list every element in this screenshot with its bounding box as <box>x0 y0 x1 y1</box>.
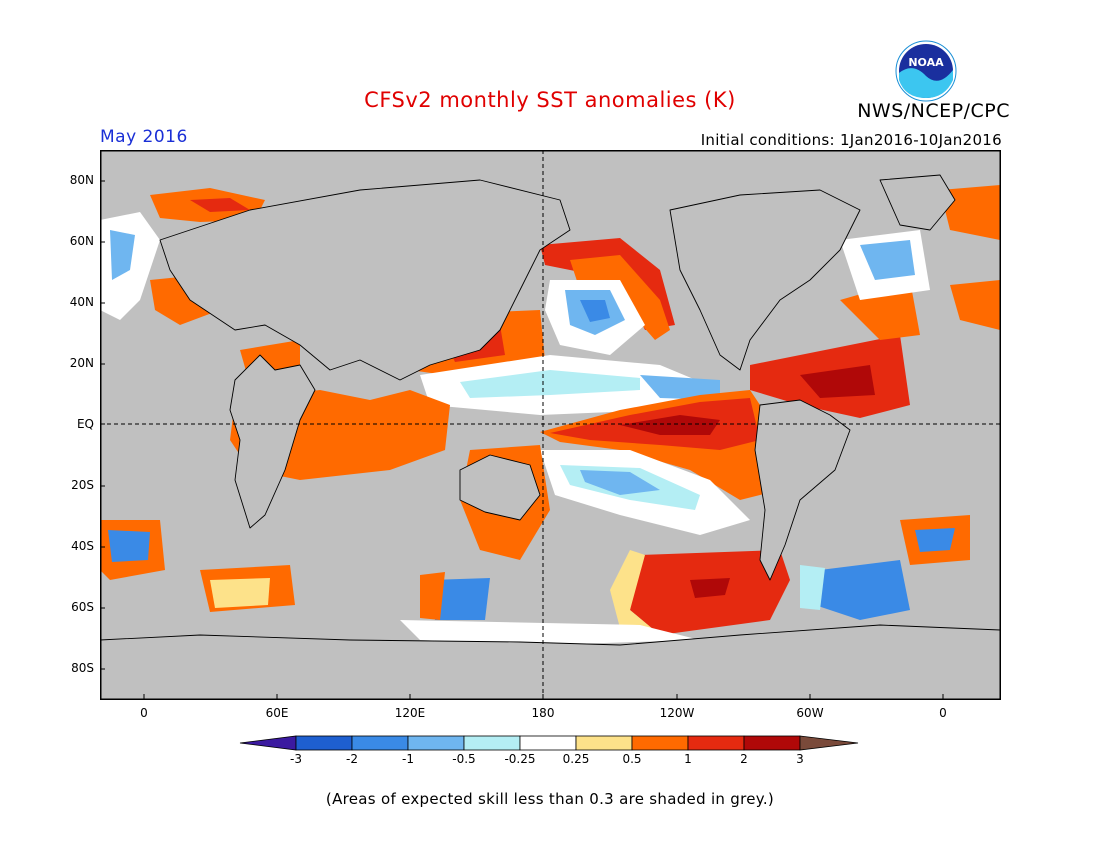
lat-label: 20S <box>71 478 94 492</box>
map-title: CFSv2 monthly SST anomalies (K) <box>364 88 736 112</box>
lon-label: 120E <box>394 706 426 720</box>
lat-label: 40S <box>71 539 94 553</box>
skill-note: (Areas of expected skill less than 0.3 a… <box>325 790 775 808</box>
colorbar-segment <box>575 735 633 751</box>
anomaly-patch <box>800 565 825 610</box>
colorbar <box>239 735 859 751</box>
colorbar-label: 3 <box>796 752 804 766</box>
colorbar-label: 0.25 <box>562 752 590 766</box>
coastlines <box>100 174 1000 699</box>
initial-conditions-label: Initial conditions: 1Jan2016-10Jan2016 <box>700 131 1002 149</box>
month-label: May 2016 <box>100 127 188 147</box>
anomaly-patch <box>460 370 640 398</box>
anomaly-patch <box>580 300 610 322</box>
lon-label: 0 <box>140 706 148 720</box>
sst-anomaly-map <box>100 150 1001 700</box>
anomaly-patch <box>430 578 490 620</box>
lon-label: 60E <box>265 706 289 720</box>
anomaly-patch <box>108 530 150 562</box>
agency-label: NWS/NCEP/CPC <box>857 100 1010 122</box>
antarctica <box>100 624 1000 699</box>
colorbar-label: -3 <box>290 752 302 766</box>
north-america <box>669 189 861 371</box>
lat-label: 40N <box>69 295 94 309</box>
anomaly-patch <box>690 578 730 598</box>
noaa-logo: NOAA <box>895 40 957 102</box>
colorbar-label: -1 <box>402 752 414 766</box>
colorbar-label: 0.5 <box>622 752 642 766</box>
australia <box>459 454 541 521</box>
colorbar-label: -0.5 <box>452 752 476 766</box>
anomaly-patch <box>420 572 445 620</box>
colorbar-segment <box>799 735 859 751</box>
colorbar-segment <box>463 735 521 751</box>
south-america <box>754 399 851 581</box>
anomaly-patch <box>190 198 250 212</box>
anomaly-patch <box>950 280 1000 330</box>
lon-label: 60W <box>796 706 824 720</box>
colorbar-label: 1 <box>684 752 692 766</box>
anomaly-patch <box>400 620 700 645</box>
colorbar-label: -2 <box>346 752 358 766</box>
eurasia <box>159 179 571 381</box>
anomaly-patch <box>110 230 135 280</box>
anomaly-patch <box>860 240 915 280</box>
anomaly-patch <box>815 560 910 620</box>
lat-label: 80N <box>69 173 94 187</box>
lat-label: 60N <box>69 234 94 248</box>
colorbar-segment <box>687 735 745 751</box>
lon-label: 0 <box>939 706 947 720</box>
anomaly-patch <box>940 185 1000 240</box>
colorbar-segment <box>351 735 409 751</box>
colorbar-segment <box>519 735 577 751</box>
logo-text: NOAA <box>908 56 944 69</box>
africa <box>229 354 316 529</box>
anomaly-patch <box>640 375 720 400</box>
lat-label: 20N <box>69 356 94 370</box>
anomaly-patch <box>610 550 660 635</box>
colorbar-label: 2 <box>740 752 748 766</box>
greenland <box>879 174 956 231</box>
lat-label: EQ <box>76 417 94 431</box>
anomaly-patch <box>800 365 875 398</box>
anomaly-patch <box>915 528 955 552</box>
anomaly-patch <box>620 415 720 435</box>
colorbar-segment <box>295 735 353 751</box>
anomaly-patch <box>210 578 270 608</box>
lon-label: 180 <box>531 706 555 720</box>
anomaly-patch <box>580 470 660 495</box>
lat-label: 60S <box>71 600 94 614</box>
colorbar-label: -0.25 <box>504 752 536 766</box>
lon-label: 120W <box>659 706 695 720</box>
colorbar-segment <box>407 735 465 751</box>
map-frame <box>100 150 1001 700</box>
lat-label: 80S <box>71 661 94 675</box>
colorbar-segment <box>743 735 801 751</box>
colorbar-segment <box>631 735 689 751</box>
colorbar-segment <box>239 735 297 751</box>
